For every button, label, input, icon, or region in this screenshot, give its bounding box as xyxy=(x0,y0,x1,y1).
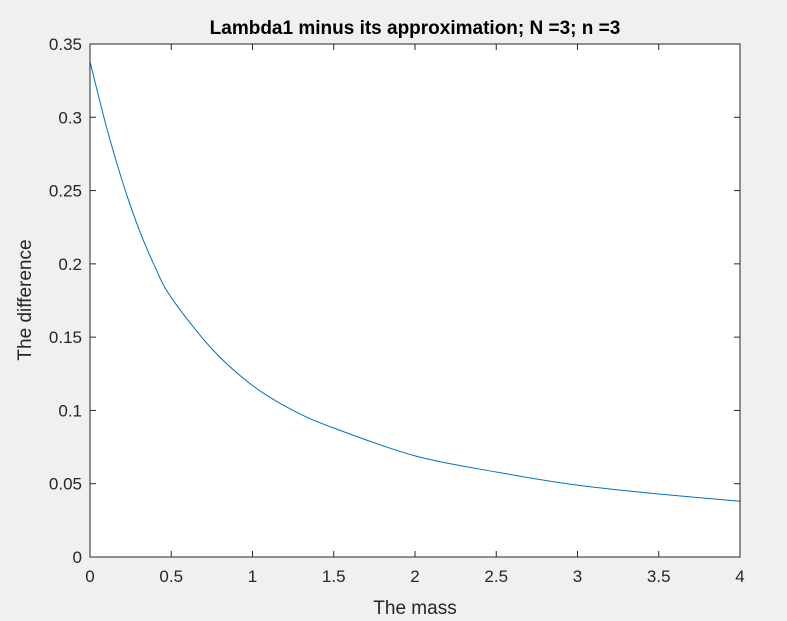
x-tick-label: 4 xyxy=(735,567,744,586)
x-tick-label: 0.5 xyxy=(159,567,183,586)
x-tick-label: 2.5 xyxy=(484,567,508,586)
x-tick-label: 3.5 xyxy=(647,567,671,586)
plot-area xyxy=(90,44,740,557)
x-tick-label: 1 xyxy=(248,567,257,586)
y-tick-label: 0.2 xyxy=(58,255,82,274)
y-axis-ticks: 0 0.05 0.1 0.15 0.2 0.25 0.3 0.35 xyxy=(49,35,740,567)
chart-title: Lambda1 minus its approximation; N =3; n… xyxy=(210,18,621,39)
x-axis-label: The mass xyxy=(373,598,456,619)
y-tick-label: 0.15 xyxy=(49,328,82,347)
x-tick-label: 0 xyxy=(85,567,94,586)
x-tick-label: 3 xyxy=(573,567,582,586)
x-tick-label: 2 xyxy=(410,567,419,586)
y-tick-label: 0 xyxy=(73,548,82,567)
y-tick-label: 0.25 xyxy=(49,182,82,201)
x-tick-label: 1.5 xyxy=(322,567,346,586)
x-axis-ticks: 0 0.5 1 1.5 2 2.5 3 3.5 4 xyxy=(85,44,745,586)
series-layer xyxy=(89,61,741,502)
y-axis-label: The difference xyxy=(15,239,36,360)
series-line-0 xyxy=(89,61,741,502)
y-tick-label: 0.35 xyxy=(49,35,82,54)
y-tick-label: 0.3 xyxy=(58,108,82,127)
y-tick-label: 0.05 xyxy=(49,475,82,494)
y-tick-label: 0.1 xyxy=(58,401,82,420)
